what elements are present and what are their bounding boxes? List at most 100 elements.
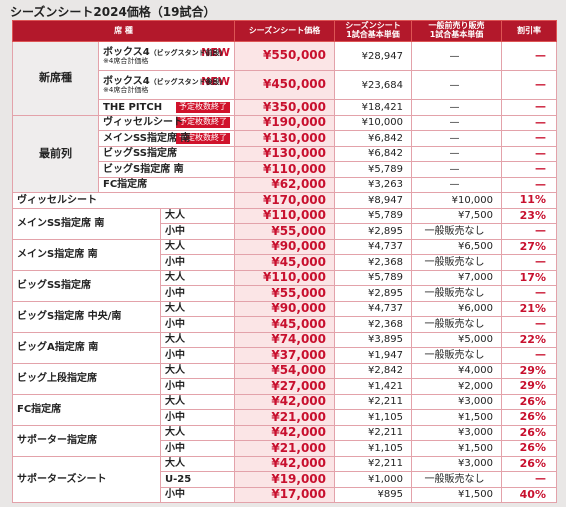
- name-sub: （ビッグスタンド前段）: [149, 48, 227, 57]
- header-seat: 席 種: [12, 20, 235, 42]
- seat-name: ビッグ上段指定席: [12, 362, 161, 395]
- general-price: —: [411, 114, 502, 131]
- discount-rate: —: [501, 471, 557, 488]
- discount-rate: —: [501, 145, 557, 162]
- title: シーズンシート2024価格（19試合）: [10, 5, 216, 19]
- general-price: ¥5,000: [411, 331, 502, 348]
- unit-price: ¥2,211: [334, 455, 412, 472]
- general-price: ¥6,000: [411, 300, 502, 317]
- unit-price: ¥2,211: [334, 424, 412, 441]
- price: ¥110,000: [234, 207, 335, 224]
- name: ビッグS指定席 南: [103, 163, 184, 175]
- seat-name: ビッグSS指定席: [98, 145, 235, 162]
- unit-price: ¥18,421: [334, 99, 412, 116]
- price: ¥42,000: [234, 393, 335, 410]
- row: 予定枚数終了 メインSS指定席 南 ¥130,000 ¥6,842— —: [13, 130, 557, 147]
- row: ビッグSS指定席 ¥130,000 ¥6,842— —: [13, 145, 557, 162]
- header-line: 1試合基本単価: [429, 30, 484, 39]
- seat-name: ビッグS指定席 中央/南: [12, 300, 161, 333]
- discount-rate: —: [501, 347, 557, 364]
- discount-rate: —: [501, 223, 557, 240]
- general-price: —: [411, 99, 502, 116]
- ticket-type: 大人: [160, 331, 235, 348]
- price: ¥190,000: [234, 114, 335, 131]
- unit-price: ¥3,263: [334, 176, 412, 193]
- general-price: —: [411, 161, 502, 178]
- price: ¥350,000: [234, 99, 335, 116]
- row: 小中 ¥45,000 ¥2,368 一般販売なし —: [13, 316, 557, 333]
- header-row: 席 種 シーズンシート価格 シーズンシート 1試合基本単価 一般前売り販売 1試合基…: [12, 20, 557, 42]
- price: ¥42,000: [234, 424, 335, 441]
- group-label: 最前列: [12, 114, 99, 193]
- unit-price: ¥1,105: [334, 440, 412, 457]
- discount-rate: 21%: [501, 300, 557, 317]
- seat-name: NEW ボックス4（ビッグスタンド後段） ※4席合計価格: [98, 70, 235, 100]
- unit-price: ¥2,368: [334, 316, 412, 333]
- seat-name: FC指定席: [12, 393, 161, 426]
- ticket-type: 大人: [160, 300, 235, 317]
- name: ヴィッセルシート: [103, 117, 183, 129]
- discount-rate: —: [501, 254, 557, 271]
- general-price: 一般販売なし: [411, 347, 502, 364]
- discount-rate: 27%: [501, 238, 557, 255]
- row: 最前列 予定枚数終了 ヴィッセルシート ¥190,000 ¥10,000— —: [12, 114, 557, 193]
- general-price: ¥4,000: [411, 362, 502, 379]
- general-price: 一般販売なし: [411, 285, 502, 302]
- discount-rate: —: [501, 285, 557, 302]
- price: ¥45,000: [234, 254, 335, 271]
- unit-price: ¥28,947: [334, 41, 412, 71]
- ticket-type: 大人: [160, 362, 235, 379]
- table-body: 新席種 NEW ボックス4（ビッグスタンド前段） ※4席合計価格 ¥550,000 ¥28…: [12, 41, 557, 503]
- price: ¥90,000: [234, 300, 335, 317]
- general-price: ¥7,500: [411, 207, 502, 224]
- price: ¥55,000: [234, 223, 335, 240]
- row: ビッグ上段指定席 大人 ¥54,000 ¥2,842 ¥4,000 29%: [12, 362, 557, 395]
- general-price: ¥1,500: [411, 409, 502, 426]
- general-price: —: [411, 70, 502, 100]
- name: FC指定席: [103, 179, 148, 191]
- unit-price: ¥5,789: [334, 269, 412, 286]
- row: U-25 ¥19,000 ¥1,000 一般販売なし —: [13, 471, 557, 488]
- seat-name: ビッグS指定席 南: [98, 161, 235, 178]
- row: ビッグS指定席 南 ¥110,000 ¥5,789— —: [13, 161, 557, 178]
- row: 予定枚数終了 THE PITCH ¥350,000 ¥18,421— —: [13, 99, 557, 116]
- row: 小中 ¥17,000 ¥895 ¥1,500 40%: [13, 486, 557, 503]
- seat-name: サポーター指定席: [12, 424, 161, 457]
- seat-name: メインSS指定席 南: [12, 207, 161, 240]
- price: ¥450,000: [234, 70, 335, 100]
- row: 小中 ¥55,000 ¥2,895 一般販売なし —: [13, 285, 557, 302]
- note: ※4席合計価格: [103, 85, 149, 94]
- seat-name: ビッグA指定席 南: [12, 331, 161, 364]
- general-price: 一般販売なし: [411, 316, 502, 333]
- unit-price: ¥2,368: [334, 254, 412, 271]
- sold-out-badge: 予定枚数終了: [176, 132, 230, 144]
- unit-price: ¥8,947: [334, 192, 412, 209]
- ticket-type: 大人: [160, 207, 235, 224]
- price: ¥37,000: [234, 347, 335, 364]
- price: ¥110,000: [234, 269, 335, 286]
- price: ¥27,000: [234, 378, 335, 395]
- price: ¥130,000: [234, 130, 335, 147]
- seat-name: ビッグSS指定席: [12, 269, 161, 302]
- ticket-type: 小中: [160, 347, 235, 364]
- ticket-type: 小中: [160, 223, 235, 240]
- price: ¥110,000: [234, 161, 335, 178]
- header-line: 1試合基本単価: [346, 30, 400, 39]
- unit-price: ¥4,737: [334, 300, 412, 317]
- discount-rate: —: [501, 316, 557, 333]
- ticket-type: 大人: [160, 455, 235, 472]
- price: ¥45,000: [234, 316, 335, 333]
- row: サポーターズシート 大人 ¥42,000 ¥2,211 ¥3,000 26%: [12, 455, 557, 503]
- seat-name: 予定枚数終了 THE PITCH: [98, 99, 235, 116]
- general-price: —: [411, 176, 502, 193]
- ticket-type: 小中: [160, 378, 235, 395]
- header-unit: シーズンシート 1試合基本単価: [334, 20, 412, 42]
- discount-rate: 26%: [501, 424, 557, 441]
- discount-rate: —: [501, 70, 557, 100]
- general-price: 一般販売なし: [411, 254, 502, 271]
- ticket-type: 小中: [160, 440, 235, 457]
- name-sub: （ビッグスタンド後段）: [149, 77, 227, 86]
- seat-name: サポーターズシート: [12, 455, 161, 503]
- row: NEW ボックス4（ビッグスタンド後段） ※4席合計価格 ¥450,000 ¥23,68…: [13, 70, 557, 100]
